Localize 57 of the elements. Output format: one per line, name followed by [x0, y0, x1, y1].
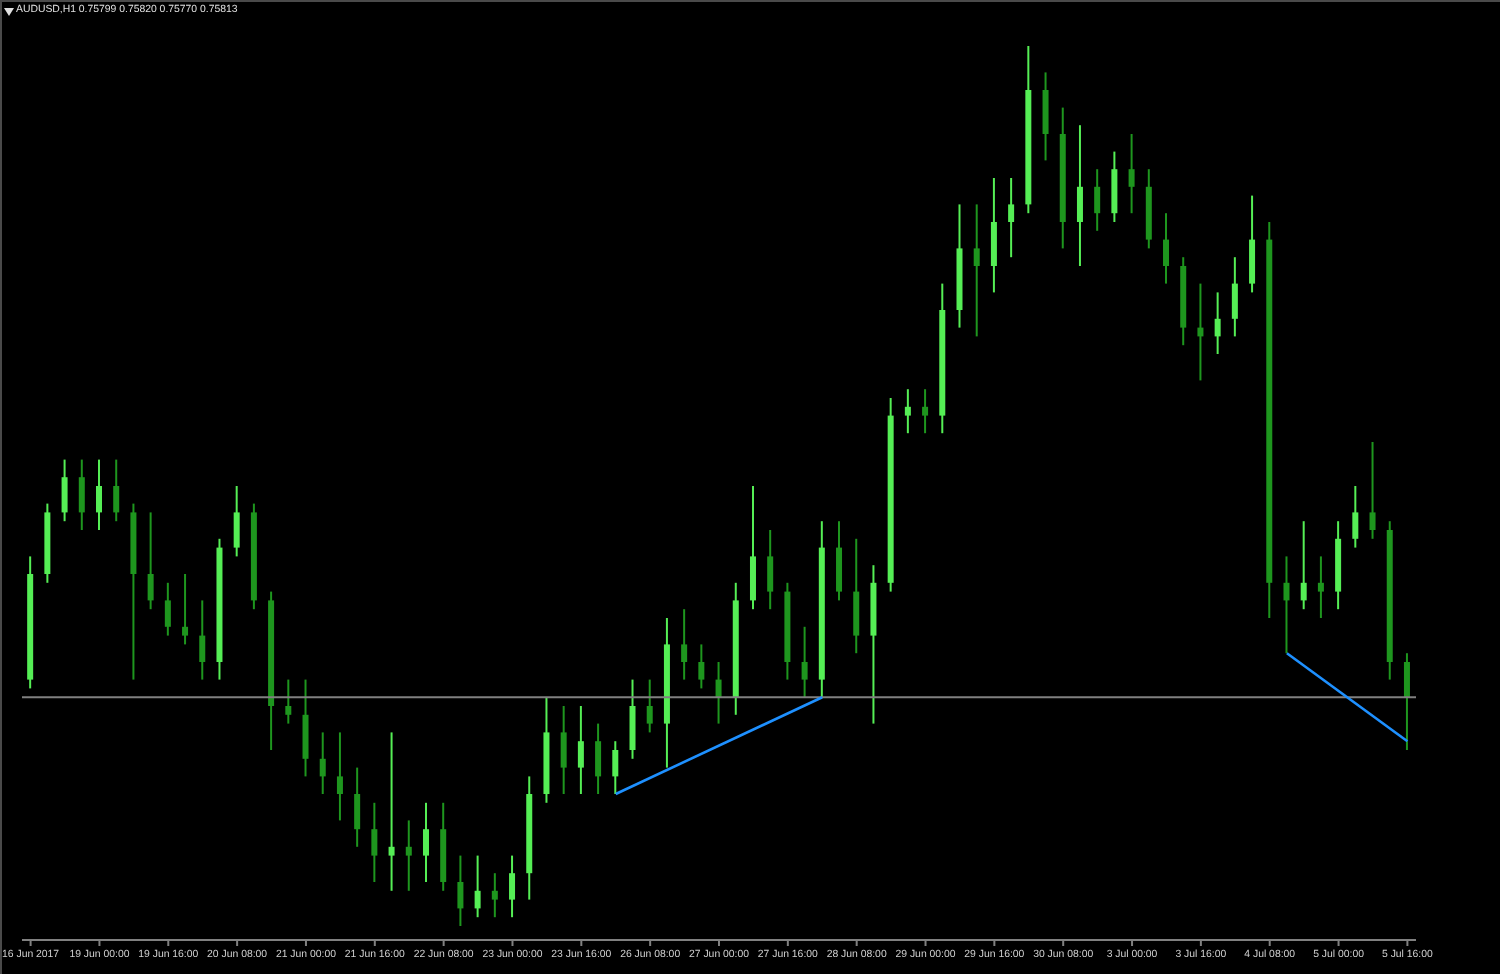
- candlestick: [629, 678, 636, 760]
- candlestick: [78, 458, 85, 531]
- candlestick: [1403, 652, 1410, 751]
- candlestick: [612, 740, 619, 795]
- candlestick: [1111, 150, 1118, 223]
- candlestick: [405, 819, 412, 892]
- candlestick: [1076, 124, 1083, 267]
- candlestick: [681, 608, 688, 681]
- candlestick: [577, 705, 584, 795]
- candlestick: [1300, 520, 1307, 611]
- candlestick: [1231, 256, 1238, 338]
- candlestick: [749, 485, 756, 611]
- candlestick: [233, 485, 240, 558]
- candlestick: [904, 388, 911, 435]
- candlestick: [1128, 133, 1135, 215]
- candlestick: [1352, 485, 1359, 549]
- candlestick: [990, 177, 997, 294]
- candlestick: [801, 625, 808, 699]
- candlestick: [1094, 168, 1101, 232]
- candlestick: [1317, 555, 1324, 619]
- candlestick: [1283, 555, 1290, 655]
- candlestick: [113, 458, 120, 523]
- candlestick: [285, 678, 292, 725]
- candlestick: [164, 581, 171, 637]
- candlestick: [147, 511, 154, 611]
- candlestick: [560, 705, 567, 795]
- candlestick: [491, 872, 498, 919]
- candlestick: [1163, 212, 1170, 285]
- candlestick: [767, 529, 774, 611]
- candlestick: [1197, 282, 1204, 382]
- candlestick: [182, 573, 189, 646]
- candlestick: [1214, 291, 1221, 355]
- candlestick: [457, 854, 464, 927]
- candlestick: [199, 599, 206, 681]
- candlestick: [302, 678, 309, 778]
- candlestick: [853, 537, 860, 655]
- candlestick: [422, 801, 429, 883]
- candlestick: [973, 203, 980, 338]
- candlestick: [371, 801, 378, 883]
- candlestick: [509, 854, 516, 919]
- candlestick: [336, 731, 343, 822]
- candlestick: [1008, 177, 1015, 259]
- candlestick: [698, 643, 705, 690]
- candlestick: [922, 388, 929, 435]
- candlestick: [354, 766, 361, 848]
- candlestick: [1042, 71, 1049, 162]
- candlestick: [1249, 194, 1256, 294]
- candlestick: [388, 731, 395, 892]
- candlestick: [595, 722, 602, 795]
- candlestick: [474, 854, 481, 919]
- candlestick: [61, 458, 68, 523]
- candlestick: [715, 661, 722, 725]
- candlestick: [1369, 441, 1376, 540]
- candlestick: [96, 458, 102, 531]
- candlestick: [836, 520, 843, 602]
- candlestick: [646, 678, 653, 734]
- candlestick: [319, 731, 326, 795]
